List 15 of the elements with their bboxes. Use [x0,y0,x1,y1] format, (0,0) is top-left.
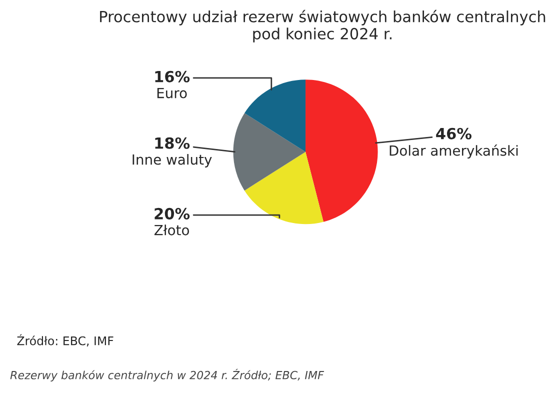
data-label: 18% [155,137,190,149]
pie-slice [244,152,324,224]
pie-slice [233,113,306,191]
slice-label: Euro [157,88,187,98]
slice-label: Dolar amerykański [390,144,518,159]
chart-title: Procentowy udział rezerw światowych banków centralnych pod koniec 2024 r. [100,10,546,42]
text: Rezerwy banków centralnych w 2024 r. Źródło; EBC, IMF [10,368,324,382]
data-label: 46% [436,128,472,140]
slice-label: Inne waluty [132,154,212,168]
data-label: 20% [154,208,190,220]
data-label: 16% [155,70,190,82]
text: Źródło: EBC, IMF [17,334,114,346]
pie-slice [306,80,378,222]
pie-slice [244,80,306,152]
slice-label: Złoto [154,224,189,236]
